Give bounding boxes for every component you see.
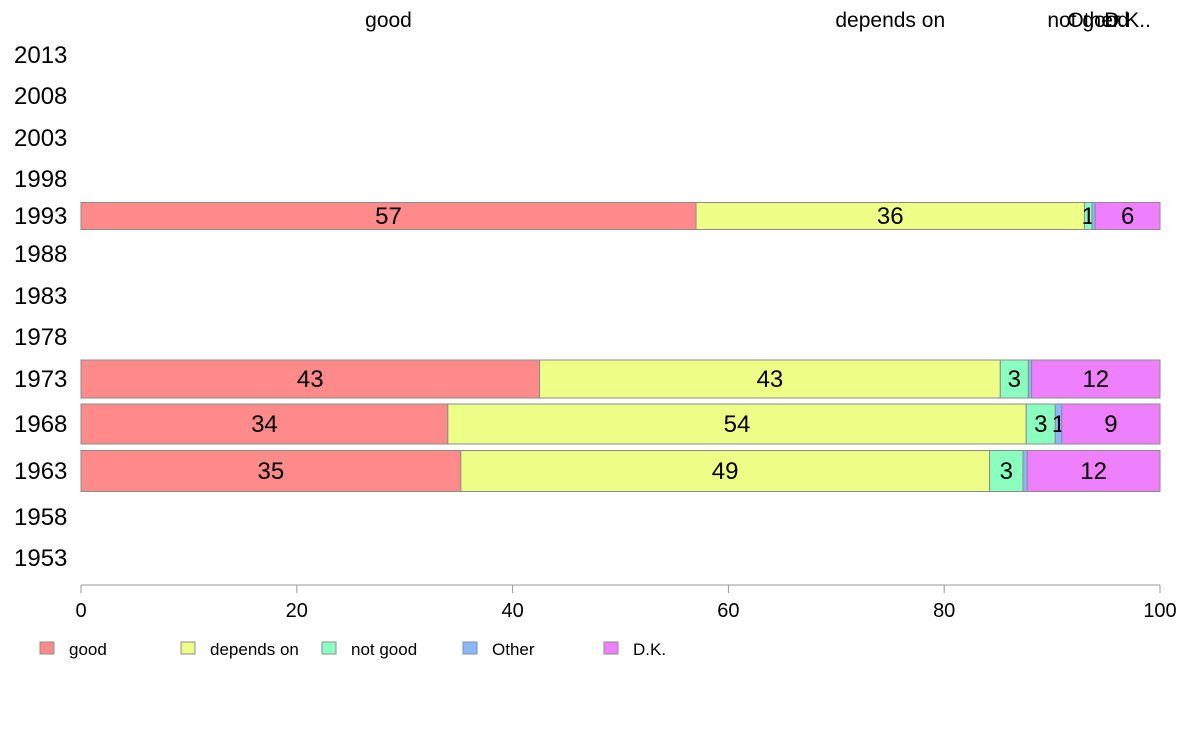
x-tick-label-40: 40: [501, 600, 523, 622]
data-label-1968-not-good: 3: [1034, 411, 1047, 438]
x-tick-label-60: 60: [717, 600, 739, 622]
category-label-1958: 1958: [14, 504, 67, 531]
data-label-1973-depends-on: 43: [757, 366, 784, 393]
data-label-1973-d.k.: 12: [1082, 366, 1109, 393]
category-label-2008: 2008: [14, 83, 67, 110]
legend-swatch-other: [462, 641, 478, 655]
data-label-1963-not-good: 3: [1000, 458, 1013, 485]
bar-1968-good: [80, 403, 449, 445]
bar-1993-d.k.: [1094, 202, 1161, 230]
data-label-1968-good: 34: [251, 411, 278, 438]
data-label-1993-good: 57: [375, 203, 402, 230]
bar-1963-good: [80, 450, 462, 492]
category-label-2003: 2003: [14, 125, 67, 152]
top-label-depends-on: depends on: [835, 9, 945, 32]
category-label-2013: 2013: [14, 42, 67, 69]
bar-1963-other: [1022, 450, 1028, 492]
data-label-1963-good: 35: [258, 458, 285, 485]
data-label-1963-d.k.: 12: [1080, 458, 1107, 485]
data-label-1993-d.k.: 6: [1121, 203, 1134, 230]
legend-label-not-good: not good: [351, 640, 417, 659]
category-label-1988: 1988: [14, 241, 67, 268]
category-label-1983: 1983: [14, 283, 67, 310]
legend-label-other: Other: [492, 640, 535, 659]
legend-swatch-d.k.: [603, 641, 619, 655]
data-label-1963-depends-on: 49: [712, 458, 739, 485]
data-label-1968-d.k.: 9: [1104, 411, 1117, 438]
legend-label-depends-on: depends on: [210, 640, 299, 659]
data-label-1968-depends-on: 54: [724, 411, 751, 438]
bar-1993-depends-on: [695, 202, 1085, 230]
data-label-1973-not-good: 3: [1008, 366, 1021, 393]
legend-swatch-not-good: [321, 641, 337, 655]
bar-1993-good: [80, 202, 697, 230]
data-label-1973-good: 43: [297, 366, 324, 393]
x-tick-label-0: 0: [75, 600, 86, 622]
x-tick-label-100: 100: [1143, 600, 1176, 622]
category-label-1973: 1973: [14, 366, 67, 393]
legend-swatch-depends-on: [180, 641, 196, 655]
category-label-1993: 1993: [14, 203, 67, 230]
top-label-not-good: not good: [1047, 9, 1129, 32]
bar-1973-d.k.: [1031, 359, 1161, 399]
category-label-1998: 1998: [14, 166, 67, 193]
top-label-d.k.: D.K..: [1104, 9, 1151, 32]
category-label-1963: 1963: [14, 458, 67, 485]
legend-swatch-good: [39, 641, 55, 655]
data-label-1993-depends-on: 36: [877, 203, 904, 230]
bar-1963-d.k.: [1026, 450, 1161, 492]
top-label-good: good: [365, 9, 412, 32]
category-label-1978: 1978: [14, 324, 67, 351]
category-label-1953: 1953: [14, 545, 67, 572]
bar-1973-good: [80, 359, 541, 399]
category-label-1968: 1968: [14, 411, 67, 438]
legend-label-d.k.: D.K.: [633, 640, 666, 659]
legend-label-good: good: [69, 640, 107, 659]
x-tick-label-80: 80: [933, 600, 955, 622]
bar-1968-d.k.: [1061, 403, 1161, 445]
top-label-other: Other: [1067, 9, 1120, 32]
bar-1963-not-good: [989, 450, 1024, 492]
bar-1963-depends-on: [460, 450, 991, 492]
x-tick-label-20: 20: [286, 600, 308, 622]
bar-1968-not-good: [1025, 403, 1056, 445]
bar-1973-depends-on: [539, 359, 1001, 399]
